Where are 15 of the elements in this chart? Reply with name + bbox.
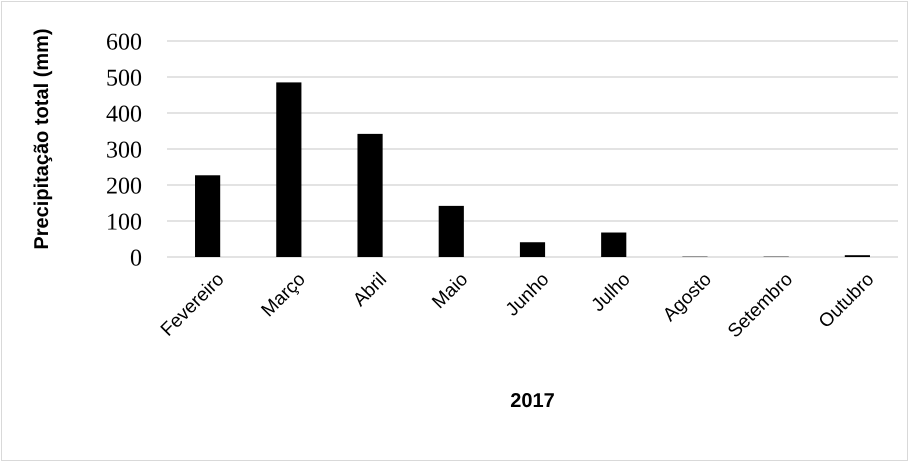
bar — [276, 82, 302, 257]
y-tick-label: 400 — [106, 101, 142, 128]
bar — [520, 242, 546, 257]
y-tick-label: 500 — [106, 65, 142, 92]
bar — [195, 175, 220, 257]
bar — [438, 206, 464, 257]
y-tick-label: 100 — [106, 209, 142, 236]
x-axis-title: 2017 — [510, 390, 555, 412]
bar — [357, 134, 383, 257]
y-tick-label: 600 — [106, 29, 142, 56]
y-tick-label: 300 — [106, 137, 142, 164]
y-axis-title: Precipitação total (mm) — [31, 28, 53, 250]
bar — [601, 232, 626, 257]
y-tick-label: 200 — [106, 173, 142, 200]
y-tick-label: 0 — [130, 245, 142, 272]
